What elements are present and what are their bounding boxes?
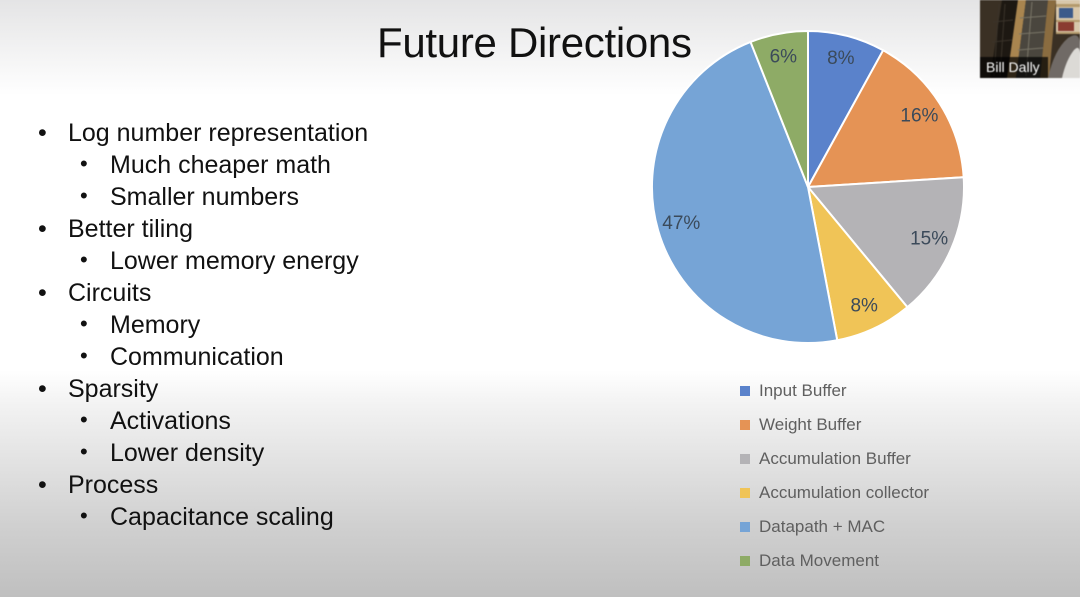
svg-text:8%: 8% [827, 48, 855, 69]
svg-text:16%: 16% [900, 105, 938, 126]
svg-text:47%: 47% [662, 213, 700, 234]
svg-text:15%: 15% [910, 228, 948, 249]
svg-text:Bill Dally: Bill Dally [986, 59, 1040, 75]
svg-text:8%: 8% [850, 295, 878, 316]
svg-text:6%: 6% [770, 46, 798, 67]
